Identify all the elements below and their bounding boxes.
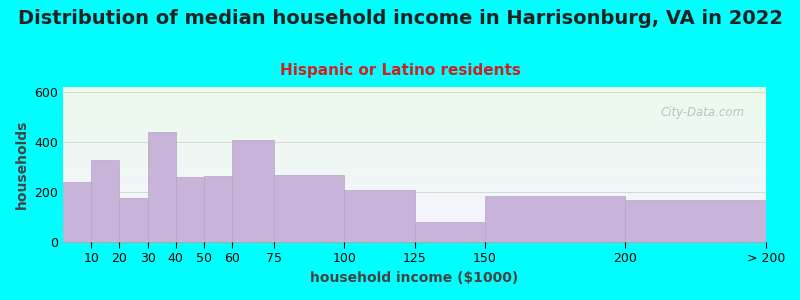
Bar: [344, 190, 414, 242]
Bar: [204, 176, 232, 242]
Bar: [147, 132, 176, 242]
Bar: [274, 175, 344, 242]
Bar: [414, 222, 485, 242]
Text: City-Data.com: City-Data.com: [661, 106, 745, 118]
Text: Distribution of median household income in Harrisonburg, VA in 2022: Distribution of median household income …: [18, 9, 782, 28]
Bar: [176, 177, 204, 242]
Bar: [626, 200, 766, 242]
Text: Hispanic or Latino residents: Hispanic or Latino residents: [279, 63, 521, 78]
Bar: [119, 198, 147, 242]
X-axis label: household income ($1000): household income ($1000): [310, 271, 518, 285]
Bar: [63, 182, 91, 242]
Bar: [232, 140, 274, 242]
Y-axis label: households: households: [15, 120, 29, 209]
Bar: [91, 160, 119, 242]
Bar: [485, 196, 626, 242]
